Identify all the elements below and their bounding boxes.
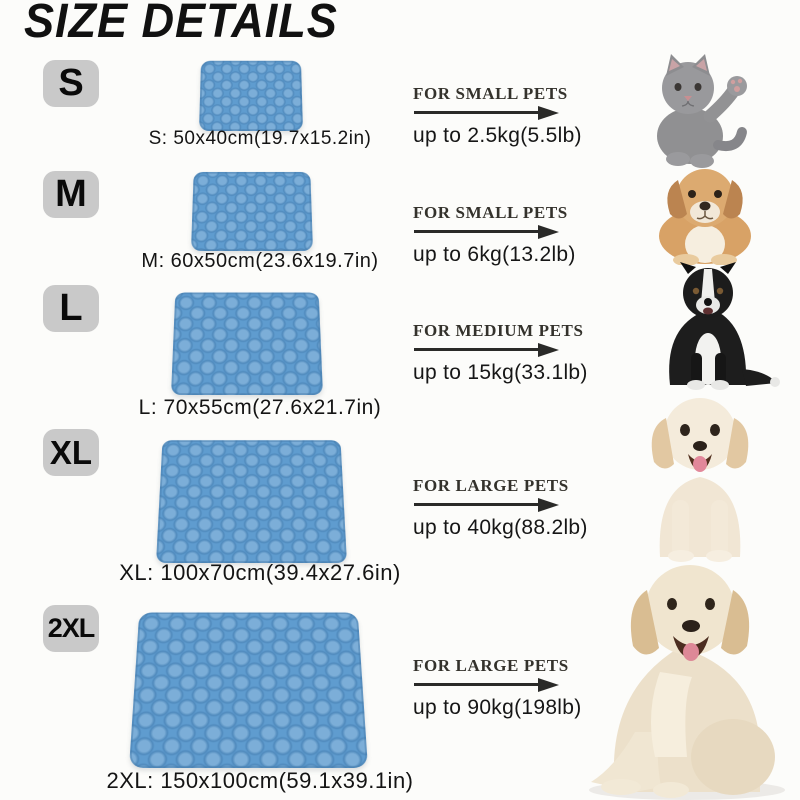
- gray-kitten-photo: [638, 50, 768, 168]
- dimensions-label-2xl: 2XL: 150x100cm(59.1x39.1in): [106, 768, 414, 793]
- golden-retriever-photo: [575, 552, 800, 800]
- spec-block-xl: FOR LARGE PETS up to 40kg(88.2lb): [413, 476, 603, 540]
- page-title: SIZE DETAILS: [24, 0, 338, 48]
- right-arrow-icon: [414, 105, 559, 120]
- dimensions-label-s: S: 50x40cm(19.7x15.2in): [148, 128, 372, 149]
- cooling-mat-xl: [156, 440, 347, 563]
- dimensions-label-l: L: 70x55cm(27.6x21.7in): [138, 396, 382, 419]
- spec-block-2xl: FOR LARGE PETS up to 90kg(198lb): [413, 656, 603, 720]
- labrador-puppy-photo: [630, 392, 770, 562]
- max-weight-label: up to 6kg(13.2lb): [413, 243, 576, 266]
- max-weight-label: up to 40kg(88.2lb): [413, 516, 588, 539]
- cooling-mat-l: [171, 292, 323, 395]
- pet-class-label: FOR SMALL PETS: [413, 203, 568, 222]
- max-weight-label: up to 2.5kg(5.5lb): [413, 124, 582, 147]
- pet-class-label: FOR LARGE PETS: [413, 476, 569, 495]
- dimensions-label-m: M: 60x50cm(23.6x19.7in): [141, 250, 379, 272]
- size-badge-s: S: [43, 60, 99, 107]
- pet-class-label: FOR MEDIUM PETS: [413, 321, 584, 340]
- spec-block-s: FOR SMALL PETS up to 2.5kg(5.5lb): [413, 84, 603, 148]
- cooling-mat-m: [191, 171, 313, 251]
- size-badge-2xl: 2XL: [43, 605, 99, 652]
- right-arrow-icon: [414, 497, 559, 512]
- pet-class-label: FOR LARGE PETS: [413, 656, 569, 675]
- size-badge-xl: XL: [43, 429, 99, 476]
- size-badge-m: M: [43, 171, 99, 218]
- right-arrow-icon: [414, 224, 559, 239]
- cooling-mat-s: [199, 60, 303, 132]
- cooling-mat-2xl: [129, 612, 368, 768]
- spec-block-m: FOR SMALL PETS up to 6kg(13.2lb): [413, 203, 603, 267]
- right-arrow-icon: [414, 342, 559, 357]
- border-collie-photo: [636, 261, 782, 391]
- max-weight-label: up to 90kg(198lb): [413, 696, 582, 719]
- dimensions-label-xl: XL: 100x70cm(39.4x27.6in): [119, 560, 401, 585]
- right-arrow-icon: [414, 677, 559, 692]
- size-badge-l: L: [43, 285, 99, 332]
- max-weight-label: up to 15kg(33.1lb): [413, 361, 588, 384]
- tan-puppy-photo: [642, 162, 768, 265]
- spec-block-l: FOR MEDIUM PETS up to 15kg(33.1lb): [413, 321, 603, 385]
- pet-class-label: FOR SMALL PETS: [413, 84, 568, 103]
